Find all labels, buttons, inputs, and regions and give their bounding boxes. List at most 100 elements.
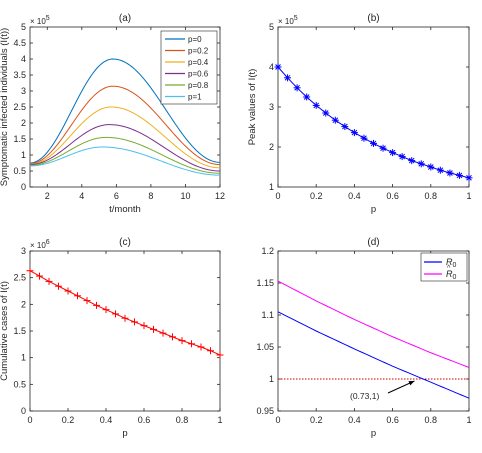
exponent-power: 5: [294, 15, 298, 22]
plus-marker: [36, 272, 43, 280]
plus-marker: [188, 340, 195, 348]
x-tick-label: 0.6: [138, 415, 151, 425]
y-axis-label: Cumulative cases of I(t): [0, 281, 10, 381]
x-tick-label: 4: [79, 191, 84, 201]
x-axis-label: p: [122, 428, 127, 439]
y-tick-label: 0.5: [13, 166, 26, 176]
legend-subscript: 0: [453, 274, 457, 281]
panel-c: 0 0.2 0.4 0.6 0.8 1 0 0.5 1 1.5 2 2.5 3 (c) × 106 p Cumu…: [0, 237, 224, 439]
y-tick-label: 5: [269, 22, 274, 32]
x-tick-label: 0.2: [310, 191, 323, 201]
y-tick-label: 2.5: [13, 102, 26, 112]
star-marker: [350, 129, 358, 137]
series-line-p-0-6: [29, 124, 221, 172]
y-tick-label: 1.5: [13, 134, 26, 144]
y-tick-label: 1.05: [256, 342, 274, 352]
panel-label: (a): [119, 13, 131, 24]
x-tick-label: 8: [148, 191, 153, 201]
star-marker: [284, 74, 292, 82]
legend-symbol: R: [446, 257, 453, 267]
plus-marker: [121, 314, 129, 322]
panel-d: 0 0.2 0.4 0.6 0.8 1 0.95 1 1.05 1.1 1.15 1.2 (d) p (0.…: [256, 237, 471, 439]
y-tick-label: 1: [269, 374, 274, 384]
star-marker: [370, 139, 377, 147]
plus-marker: [102, 306, 110, 314]
y-tick-label: 0: [21, 182, 26, 192]
star-marker: [341, 123, 349, 131]
x-tick-label: 1: [466, 191, 471, 201]
series-line-p-1: [29, 146, 221, 176]
star-marker: [389, 149, 397, 157]
legend-subscript: 0: [453, 262, 457, 269]
exponent-power: 6: [46, 239, 50, 246]
plus-marker: [197, 343, 205, 351]
x-tick-label: 12: [215, 191, 225, 201]
legend-symbol: R: [446, 269, 453, 279]
star-marker: [379, 144, 387, 152]
x-tick-label: 2: [45, 191, 50, 201]
star-marker: [398, 153, 406, 161]
plus-marker: [26, 267, 34, 275]
x-tick-label: 0.2: [62, 415, 75, 425]
annotation-label: (0.73,1): [350, 391, 379, 401]
x-tick-label: 0.4: [348, 415, 361, 425]
plot-area: [277, 26, 470, 188]
y-tick-label: 3: [269, 102, 274, 112]
panel-label: (b): [367, 13, 379, 24]
axis-exponent: × 106: [30, 239, 50, 250]
star-marker: [322, 109, 330, 117]
exponent-power: 5: [46, 15, 50, 22]
plus-marker: [178, 337, 186, 345]
y-tick-label: 1.15: [256, 278, 274, 288]
axis-exponent: × 105: [278, 15, 298, 26]
plus-marker: [83, 297, 91, 305]
plot-area: [29, 250, 221, 412]
y-tick-label: 3.5: [13, 70, 26, 80]
plus-marker: [150, 325, 157, 333]
x-tick-label: 1: [466, 415, 471, 425]
legend-box: [420, 252, 468, 282]
plus-marker: [159, 329, 167, 337]
legend-label: p=0.8: [188, 81, 209, 90]
y-tick-label: 1: [21, 150, 26, 160]
legend-box: [160, 30, 218, 105]
y-tick-label: 1.2: [261, 246, 274, 256]
legend-label: p=0.6: [188, 70, 209, 79]
series-line-p-0-8: [29, 136, 221, 174]
x-axis-label: p: [371, 428, 376, 439]
y-tick-label: 4: [21, 54, 26, 64]
legend-label: p=0.2: [188, 47, 209, 56]
y-axis-label: Symptomatic infected individuals (I(t)): [0, 28, 10, 186]
star-marker: [455, 171, 463, 179]
plus-marker: [207, 347, 214, 355]
legend-label: p=1: [188, 93, 202, 102]
plus-marker: [45, 277, 53, 285]
series-line-p-0-4: [29, 106, 221, 169]
x-tick-label: 0.4: [100, 415, 113, 425]
panel-label: (d): [367, 237, 379, 248]
star-marker: [312, 101, 320, 109]
star-marker: [427, 163, 435, 171]
x-tick-label: 1: [217, 415, 222, 425]
star-marker: [465, 174, 473, 182]
star-marker: [274, 63, 282, 71]
panel-label: (c): [119, 237, 131, 248]
legend-accent: ^: [447, 265, 451, 272]
series-line-p-0: [29, 58, 221, 164]
y-tick-label: 2.5: [13, 273, 26, 283]
exponent-base: × 10: [30, 17, 46, 26]
plus-marker: [64, 287, 72, 295]
x-tick-label: 0.8: [425, 191, 438, 201]
star-marker: [293, 84, 301, 92]
r0-hat-line: [277, 280, 470, 368]
y-tick-label: 2: [269, 142, 274, 152]
plus-marker: [112, 310, 119, 318]
y-tick-label: 4.5: [13, 38, 26, 48]
series-line-p-0-2: [29, 85, 221, 166]
plus-marker: [140, 322, 148, 330]
x-tick-label: 0.8: [176, 415, 189, 425]
x-tick-label: 0: [275, 191, 280, 201]
star-marker: [408, 157, 416, 165]
